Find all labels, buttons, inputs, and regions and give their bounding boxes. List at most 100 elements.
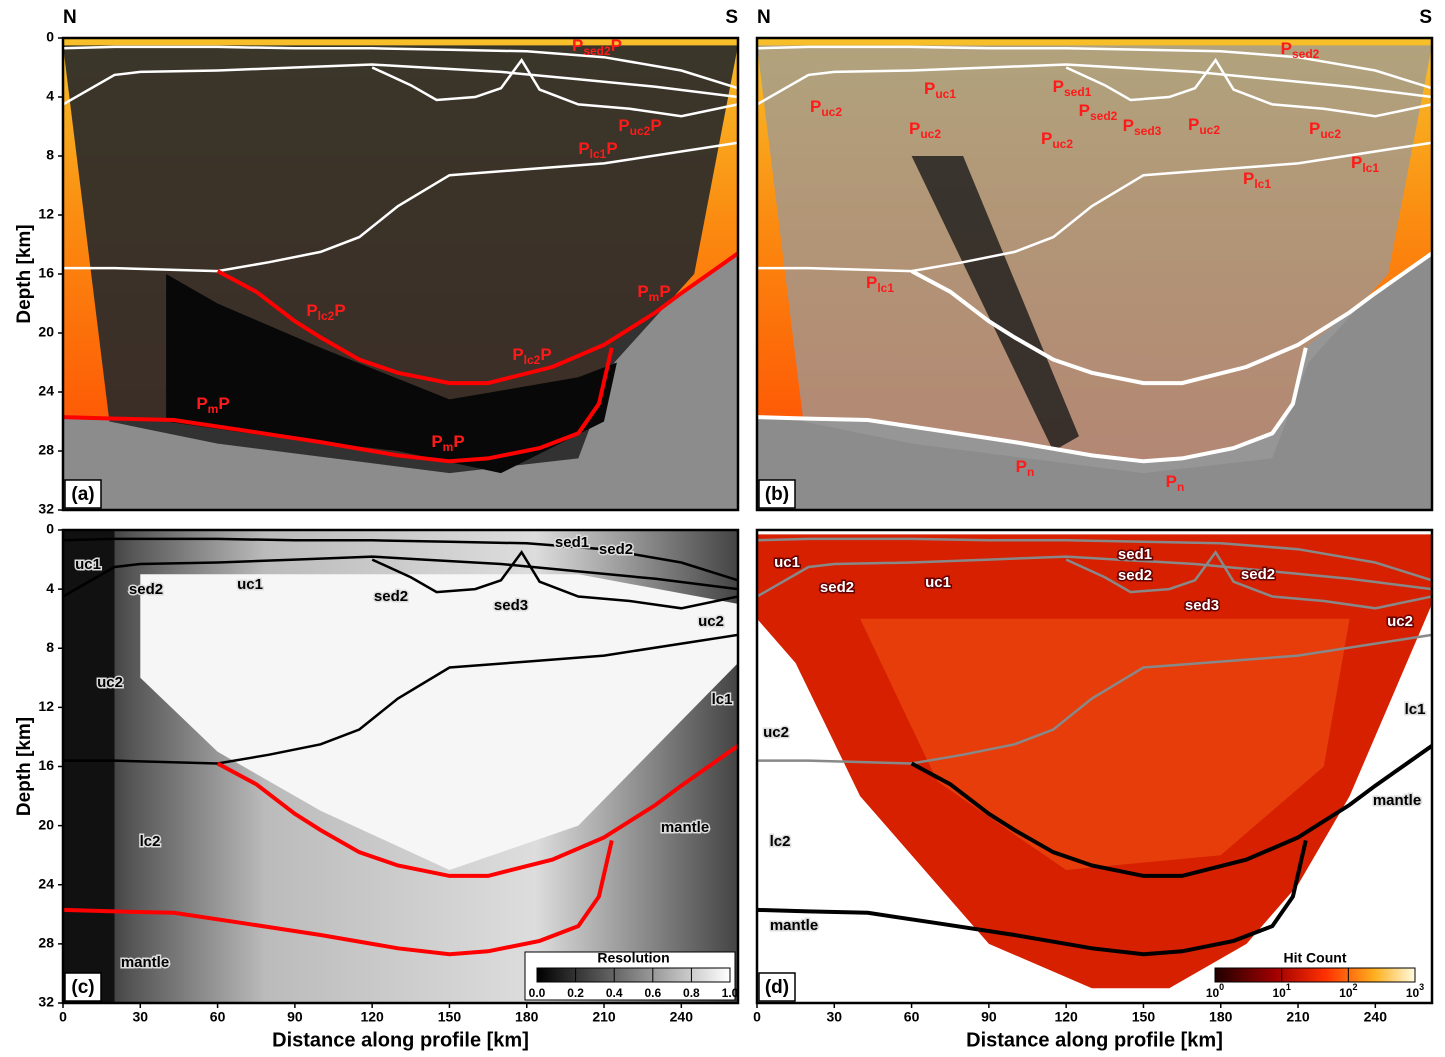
phase-label-part: P bbox=[218, 394, 229, 413]
phase-label-part: uc2 bbox=[1052, 137, 1073, 151]
phase-label-part: P bbox=[618, 116, 629, 135]
phase-label-part: P bbox=[659, 282, 670, 301]
phase-label-part: sed1 bbox=[1064, 85, 1092, 99]
phase-label-part: P bbox=[453, 432, 464, 451]
phase-label-part: P bbox=[196, 394, 207, 413]
phase-label-part: P bbox=[1243, 169, 1254, 188]
x-tick-label: 0 bbox=[753, 1009, 761, 1025]
phase-label-part: P bbox=[1079, 101, 1090, 120]
phase-label-part: P bbox=[1188, 115, 1199, 134]
phase-label-part: uc2 bbox=[821, 105, 842, 119]
layer-label: uc2 bbox=[763, 724, 789, 741]
phase-label-part: P bbox=[1166, 472, 1177, 491]
x-tick-label: 30 bbox=[827, 1009, 843, 1025]
layer-label: lc1 bbox=[1405, 701, 1426, 718]
layer-label: sed2 bbox=[1118, 567, 1152, 584]
layer-label: uc2 bbox=[698, 613, 724, 630]
x-tick-label: 60 bbox=[210, 1009, 226, 1025]
x-tick-label: 240 bbox=[670, 1009, 694, 1025]
phase-label-part: P bbox=[1053, 77, 1064, 96]
x-axis-title: Distance along profile [km] bbox=[272, 1029, 529, 1051]
phase-label-part: lc1 bbox=[1362, 161, 1379, 175]
layer-label: uc1 bbox=[925, 574, 951, 591]
colorbar-title: Resolution bbox=[597, 950, 669, 966]
layer-label: uc1 bbox=[774, 554, 800, 571]
colorbar-tick-label: 0.2 bbox=[567, 986, 584, 1000]
x-tick-label: 180 bbox=[515, 1009, 539, 1025]
panel-label: (d) bbox=[765, 977, 789, 998]
panel bbox=[63, 38, 738, 510]
colorbar-tick-label: 0.4 bbox=[606, 986, 623, 1000]
colorbar-tick-exp: 3 bbox=[1419, 982, 1424, 992]
phase-label-part: P bbox=[611, 36, 622, 55]
y-tick-label: 0 bbox=[46, 521, 54, 537]
phase-label-part: P bbox=[512, 345, 523, 364]
colorbar-tick-base: 0.4 bbox=[606, 986, 623, 1000]
x-axis-title: Distance along profile [km] bbox=[966, 1029, 1223, 1051]
colorbar-tick-label: 1.0 bbox=[722, 986, 739, 1000]
direction-label: N bbox=[63, 7, 77, 28]
phase-label-part: lc1 bbox=[877, 281, 894, 295]
phase-label-part: P bbox=[810, 97, 821, 116]
y-tick-label: 4 bbox=[46, 580, 54, 596]
x-tick-label: 150 bbox=[1132, 1009, 1156, 1025]
phase-label-part: P bbox=[866, 273, 877, 292]
phase-label-part: lc2 bbox=[318, 309, 335, 323]
phase-label-part: lc1 bbox=[1254, 177, 1271, 191]
y-tick-label: 4 bbox=[46, 88, 54, 104]
y-tick-label: 32 bbox=[38, 994, 54, 1010]
y-tick-label: 20 bbox=[38, 324, 54, 340]
colorbar-tick-base: 10 bbox=[1339, 986, 1353, 1000]
colorbar-tick-base: 10 bbox=[1206, 986, 1220, 1000]
y-tick-label: 16 bbox=[38, 757, 54, 773]
phase-label-part: P bbox=[909, 119, 920, 138]
phase-label-part: uc2 bbox=[920, 127, 941, 141]
colorbar-title: Hit Count bbox=[1284, 950, 1347, 966]
layer-label: uc1 bbox=[75, 556, 101, 573]
layer-label: lc2 bbox=[770, 833, 791, 850]
phase-label-part: P bbox=[1309, 119, 1320, 138]
colorbar-tick-base: 10 bbox=[1272, 986, 1286, 1000]
phase-label-part: lc1 bbox=[590, 147, 607, 161]
direction-label: S bbox=[725, 7, 738, 28]
phase-label-part: P bbox=[1351, 153, 1362, 172]
x-tick-label: 180 bbox=[1209, 1009, 1233, 1025]
x-tick-label: 120 bbox=[360, 1009, 384, 1025]
colorbar-tick-base: 0.0 bbox=[529, 986, 546, 1000]
phase-label-part: P bbox=[650, 116, 661, 135]
y-tick-label: 8 bbox=[46, 147, 54, 163]
phase-label-part: P bbox=[1123, 116, 1134, 135]
phase-label-part: m bbox=[208, 402, 219, 416]
phase-label-part: lc2 bbox=[524, 353, 541, 367]
direction-label: N bbox=[757, 7, 771, 28]
layer-label: mantle bbox=[1373, 792, 1421, 809]
unresolved-strip bbox=[63, 530, 115, 1003]
phase-label-part: P bbox=[606, 139, 617, 158]
layer-label: mantle bbox=[121, 954, 169, 971]
panel-label: (b) bbox=[765, 484, 789, 505]
y-tick-label: 24 bbox=[38, 383, 54, 399]
layer-label: sed2 bbox=[599, 541, 633, 558]
x-tick-label: 150 bbox=[438, 1009, 462, 1025]
x-tick-label: 210 bbox=[592, 1009, 616, 1025]
layer-label: uc1 bbox=[237, 576, 263, 593]
x-tick-label: 240 bbox=[1364, 1009, 1388, 1025]
phase-label-part: P bbox=[1281, 39, 1292, 58]
phase-label-part: P bbox=[431, 432, 442, 451]
phase-label-part: uc2 bbox=[1320, 127, 1341, 141]
y-axis-title: Depth [km] bbox=[14, 224, 35, 323]
figure: 048121620242832Depth [km]NS(a)Psed2PPuc2… bbox=[0, 0, 1445, 1057]
y-tick-label: 8 bbox=[46, 639, 54, 655]
phase-label-part: P bbox=[540, 345, 551, 364]
phase-label-part: P bbox=[334, 301, 345, 320]
colorbar-tick-label: 0.6 bbox=[644, 986, 661, 1000]
y-tick-label: 24 bbox=[38, 875, 54, 891]
x-tick-label: 90 bbox=[981, 1009, 997, 1025]
panel bbox=[757, 530, 1432, 1003]
layer-label: lc2 bbox=[140, 833, 161, 850]
phase-label-part: m bbox=[443, 440, 454, 454]
colorbar-tick-base: 1.0 bbox=[722, 986, 739, 1000]
y-tick-label: 16 bbox=[38, 265, 54, 281]
layer-label: sed2 bbox=[374, 588, 408, 605]
phase-label-part: uc1 bbox=[935, 87, 956, 101]
